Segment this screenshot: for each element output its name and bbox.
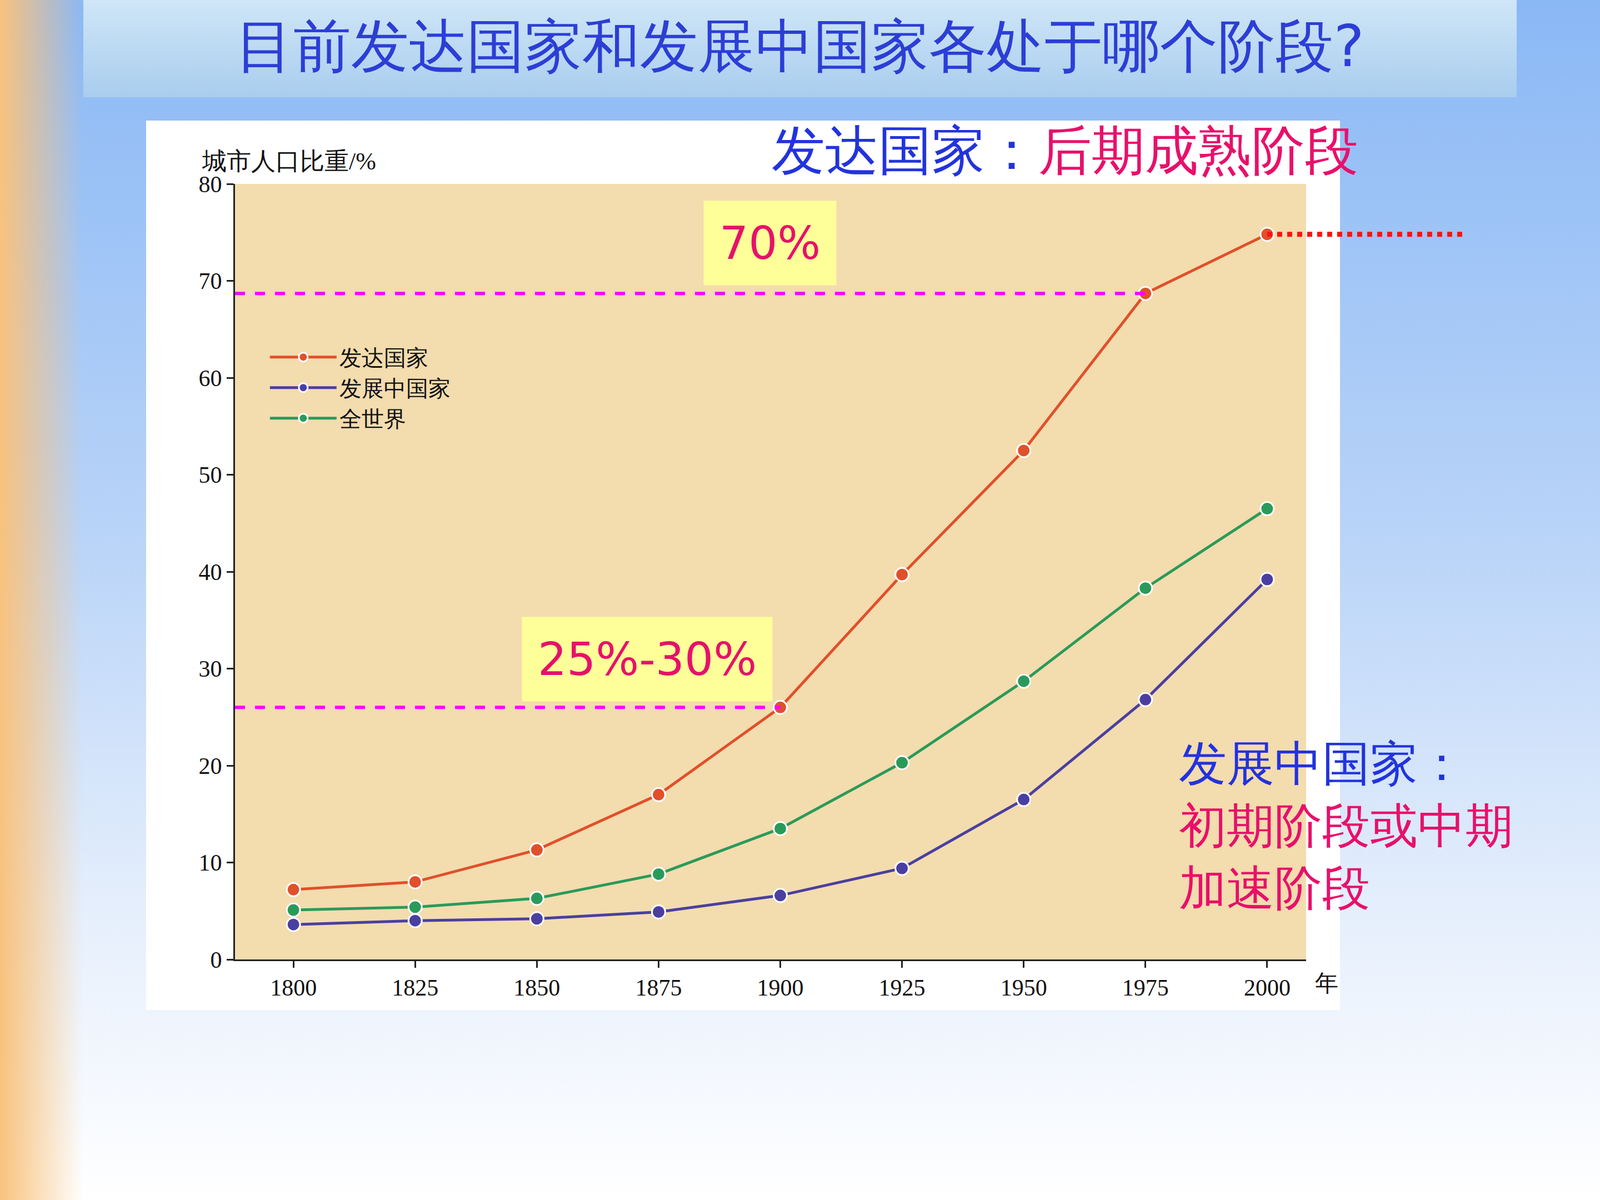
svg-text:70: 70 — [198, 268, 223, 294]
svg-text:1800: 1800 — [270, 975, 317, 1001]
svg-text:城市人口比重/%: 城市人口比重/% — [201, 147, 377, 175]
svg-text:发展中国家：初期阶段或中期加速阶段: 发展中国家：初期阶段或中期加速阶段 — [1178, 735, 1514, 916]
svg-text:1850: 1850 — [513, 975, 560, 1001]
svg-text:40: 40 — [198, 559, 223, 585]
svg-text:年: 年 — [1315, 970, 1339, 997]
svg-text:发展中国家: 发展中国家 — [339, 376, 451, 402]
svg-text:1950: 1950 — [1000, 975, 1048, 1001]
svg-text:1925: 1925 — [878, 975, 926, 1001]
svg-text:20: 20 — [198, 753, 223, 779]
svg-text:80: 80 — [198, 171, 223, 198]
svg-text:2000: 2000 — [1243, 975, 1291, 1001]
svg-text:1975: 1975 — [1122, 975, 1169, 1001]
svg-text:1875: 1875 — [635, 975, 682, 1001]
svg-text:25%-30%: 25%-30% — [537, 632, 757, 686]
svg-text:1900: 1900 — [757, 975, 804, 1001]
svg-text:发达国家：后期成熟阶段: 发达国家：后期成熟阶段 — [771, 119, 1359, 182]
svg-text:0: 0 — [210, 947, 223, 973]
svg-text:1825: 1825 — [391, 975, 439, 1001]
svg-text:70%: 70% — [719, 216, 821, 270]
svg-text:60: 60 — [198, 365, 223, 392]
svg-text:发达国家: 发达国家 — [339, 345, 429, 371]
svg-text:30: 30 — [198, 656, 223, 682]
svg-text:目前发达国家和发展中国家各处于哪个阶段?: 目前发达国家和发展中国家各处于哪个阶段? — [235, 12, 1364, 80]
svg-text:10: 10 — [198, 850, 223, 876]
svg-text:50: 50 — [198, 462, 223, 488]
svg-text:全世界: 全世界 — [339, 406, 407, 432]
